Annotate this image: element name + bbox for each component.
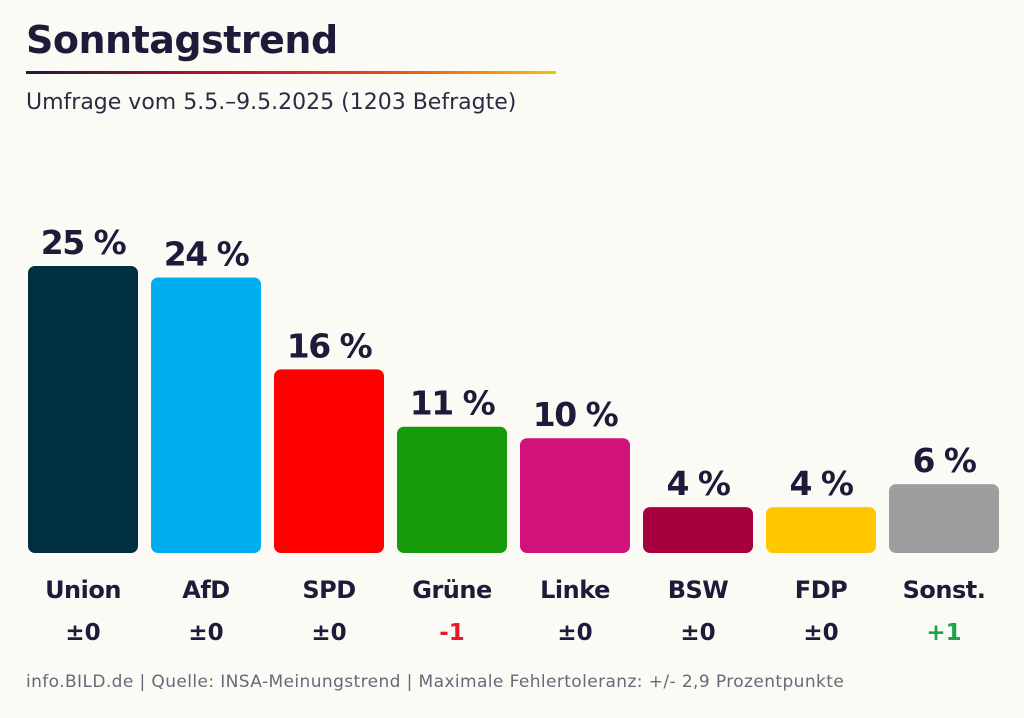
value-label-spd: 16 % <box>287 326 373 365</box>
category-label-union: Union <box>45 576 121 604</box>
value-label-grne: 11 % <box>410 384 496 423</box>
category-label-bsw: BSW <box>668 576 729 604</box>
category-label-sonst: Sonst. <box>903 576 986 604</box>
title-underline <box>26 71 556 74</box>
bar-grne <box>397 426 507 553</box>
category-label-spd: SPD <box>302 576 355 604</box>
value-label-fdp: 4 % <box>789 464 853 503</box>
change-label-sonst: +1 <box>926 620 961 646</box>
value-label-bsw: 4 % <box>666 464 730 503</box>
bar-bsw <box>643 507 753 553</box>
category-label-afd: AfD <box>182 576 229 604</box>
category-label-fdp: FDP <box>795 576 847 604</box>
change-label-spd: ±0 <box>311 620 346 646</box>
bar-fdp <box>766 507 876 553</box>
change-label-linke: ±0 <box>557 620 592 646</box>
change-label-afd: ±0 <box>188 620 223 646</box>
category-label-grne: Grüne <box>412 576 492 604</box>
chart-subtitle: Umfrage vom 5.5.–9.5.2025 (1203 Befragte… <box>26 90 517 115</box>
source-footer: info.BILD.de | Quelle: INSA-Meinungstren… <box>26 672 845 692</box>
bar-sonst <box>889 484 999 553</box>
value-label-linke: 10 % <box>533 395 619 434</box>
bar-afd <box>151 277 261 553</box>
chart-title: Sonntagstrend <box>26 18 338 62</box>
change-label-bsw: ±0 <box>680 620 715 646</box>
category-label-linke: Linke <box>540 576 610 604</box>
change-label-union: ±0 <box>65 620 100 646</box>
value-label-union: 25 % <box>41 223 127 262</box>
bar-linke <box>520 438 630 553</box>
value-label-afd: 24 % <box>164 234 250 273</box>
change-label-grne: -1 <box>439 620 465 646</box>
bar-spd <box>274 369 384 553</box>
change-label-fdp: ±0 <box>803 620 838 646</box>
value-label-sonst: 6 % <box>912 441 976 480</box>
bar-union <box>28 266 138 553</box>
